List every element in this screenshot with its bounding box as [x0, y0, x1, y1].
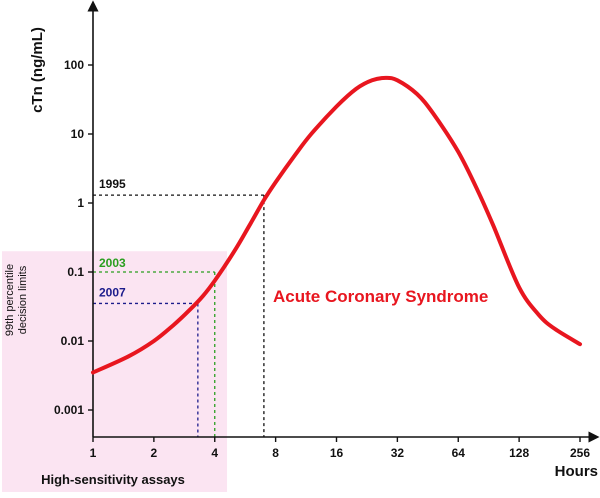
- x-tick-label: 1: [90, 446, 97, 460]
- y-tick-label: 0.01: [61, 334, 85, 348]
- y-tick-label: 10: [71, 127, 85, 141]
- x-tick-label: 256: [570, 446, 590, 460]
- x-tick-label: 8: [272, 446, 279, 460]
- x-tick-label: 64: [452, 446, 466, 460]
- x-axis-title: Hours: [555, 463, 598, 480]
- region-label: High-sensitivity assays: [41, 472, 185, 487]
- reference-lines: 1995 2003 2007: [93, 177, 265, 437]
- y-tick-label: 1: [77, 196, 84, 210]
- series-label: Acute Coronary Syndrome: [273, 287, 488, 306]
- x-tick-label: 2: [151, 446, 158, 460]
- y-tick-label: 100: [64, 58, 84, 72]
- y-tick-label: 0.1: [67, 265, 84, 279]
- percentile-limits-label: 99th percentiledecision limits: [4, 264, 29, 336]
- y-axis-title: cTn (ng/mL): [29, 27, 46, 113]
- series-line-acs: [91, 75, 582, 375]
- x-tick-label: 128: [509, 446, 529, 460]
- x-tick-label: 32: [391, 446, 405, 460]
- ref-year-label: 2007: [99, 285, 126, 299]
- high-sensitivity-region: [2, 251, 228, 492]
- y-ticks: 0.001 0.01 0.1 1 10 100: [54, 58, 93, 417]
- x-tick-label: 16: [330, 446, 344, 460]
- x-ticks: 1 2 4 8 16 32 64 128 256: [90, 437, 590, 460]
- ref-year-label: 1995: [99, 177, 126, 191]
- y-tick-label: 0.001: [54, 403, 84, 417]
- ref-year-label: 2003: [99, 256, 126, 270]
- x-tick-label: 4: [211, 446, 218, 460]
